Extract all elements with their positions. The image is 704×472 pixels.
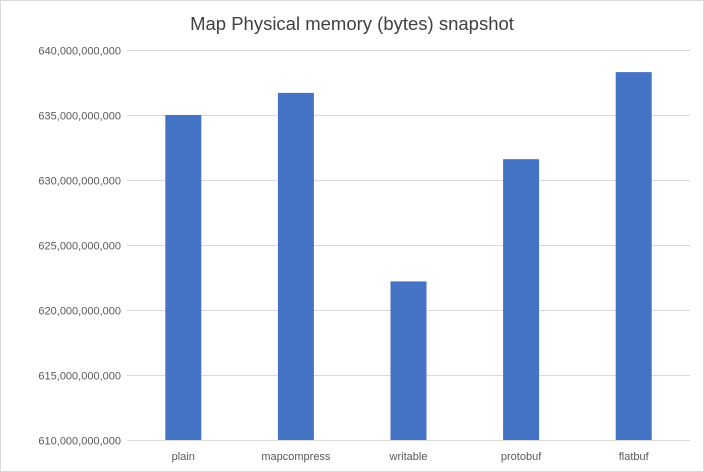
x-tick-label: protobuf (501, 451, 542, 463)
bar-mapcompress (277, 92, 314, 441)
bar-protobuf (503, 159, 540, 440)
x-tick-label: writable (389, 451, 428, 463)
bar-plain (165, 115, 202, 440)
x-tick-label: flatbuf (619, 451, 650, 463)
bar-flatbuf (615, 72, 652, 440)
y-tick-label: 625,000,000,000 (38, 241, 121, 253)
y-tick-label: 640,000,000,000 (38, 46, 121, 58)
y-tick-label: 610,000,000,000 (38, 436, 121, 448)
chart-title: Map Physical memory (bytes) snapshot (190, 13, 514, 34)
y-tick-label: 615,000,000,000 (38, 371, 121, 383)
bar-writable (390, 281, 427, 440)
y-tick-label: 635,000,000,000 (38, 111, 121, 123)
y-tick-label: 620,000,000,000 (38, 306, 121, 318)
y-tick-label: 630,000,000,000 (38, 176, 121, 188)
x-tick-label: mapcompress (261, 451, 331, 463)
x-tick-label: plain (172, 451, 195, 463)
